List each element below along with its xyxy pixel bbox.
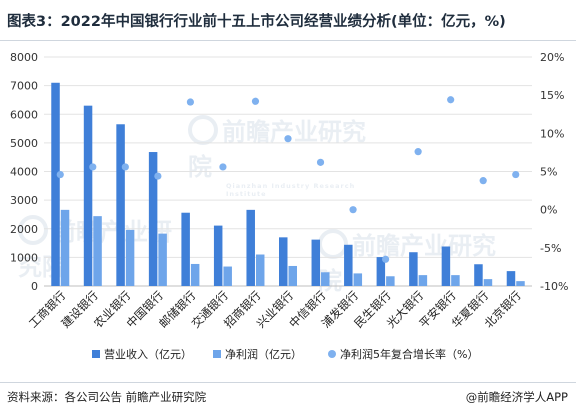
bar-revenue xyxy=(441,246,451,286)
point-profit-cagr xyxy=(382,255,390,263)
bar-revenue xyxy=(83,105,93,286)
bar-net-profit xyxy=(158,233,167,286)
x-tick-label: 北京银行 xyxy=(481,288,523,330)
point-profit-cagr xyxy=(121,163,129,171)
y-right-tick-label: 20% xyxy=(540,51,564,64)
y-left-tick-label: 5000 xyxy=(10,137,38,150)
y-right-tick-label: 10% xyxy=(540,127,564,140)
bar-revenue xyxy=(409,252,418,286)
point-profit-cagr xyxy=(56,170,64,179)
y-left-tick-label: 2000 xyxy=(10,223,38,236)
bar-net-profit xyxy=(516,281,525,286)
y-right-tick-label: -5% xyxy=(540,242,561,255)
point-profit-cagr xyxy=(414,148,422,156)
y-right-tick-label: 0% xyxy=(540,204,557,217)
bar-revenue xyxy=(311,239,321,286)
bar-net-profit xyxy=(190,263,200,286)
point-profit-cagr xyxy=(447,96,455,104)
legend-label: 营业收入（亿元） xyxy=(104,347,192,361)
y-left-tick-label: 4000 xyxy=(10,166,38,179)
bar-net-profit xyxy=(223,266,232,286)
y-left-tick-label: 3000 xyxy=(10,194,38,207)
point-profit-cagr xyxy=(89,163,97,171)
bar-net-profit xyxy=(288,265,297,286)
combo-chart: 0 1000 2000 3000 4000 5000 6000 7000 8000 -10% -5%… xyxy=(10,51,568,361)
bar-net-profit xyxy=(321,272,330,286)
legend-swatch xyxy=(92,350,100,358)
y-left-tick-label: 0 xyxy=(31,280,38,293)
bar-revenue xyxy=(246,209,255,286)
point-profit-cagr xyxy=(186,98,194,106)
bar-net-profit xyxy=(125,229,135,286)
point-profit-cagr xyxy=(284,135,292,143)
bar-net-profit xyxy=(353,273,363,286)
point-profit-cagr xyxy=(154,172,162,180)
bar-net-profit xyxy=(418,275,428,286)
bar-revenue xyxy=(181,212,190,286)
chart-title: 图表3：2022年中国银行行业前十五上市公司经营业绩分析(单位：亿元，%) xyxy=(7,14,506,30)
bar-net-profit xyxy=(255,254,265,286)
footer-divider xyxy=(0,382,576,383)
bar-net-profit xyxy=(386,276,395,286)
bar-revenue xyxy=(51,82,60,286)
bar-revenue xyxy=(279,237,288,286)
bar-revenue xyxy=(148,152,158,286)
title-divider xyxy=(0,40,576,41)
point-profit-cagr xyxy=(219,163,227,171)
bar-revenue xyxy=(376,257,386,286)
bar-revenue xyxy=(116,124,125,286)
legend-swatch xyxy=(328,350,336,358)
legend-swatch xyxy=(213,350,221,358)
bar-revenue xyxy=(213,225,223,286)
bar-revenue xyxy=(506,271,516,286)
y-left-tick-label: 7000 xyxy=(10,80,38,93)
legend-label: 净利润（亿元） xyxy=(225,347,302,361)
point-profit-cagr xyxy=(479,177,487,185)
legend-label: 净利润5年复合增长率（%） xyxy=(340,347,478,361)
point-profit-cagr xyxy=(512,170,520,179)
bar-revenue xyxy=(474,264,483,286)
point-profit-cagr xyxy=(349,206,357,214)
y-left-tick-label: 8000 xyxy=(10,51,38,64)
brand-credit: @前瞻经济学人APP xyxy=(465,390,568,404)
y-left-tick-label: 1000 xyxy=(10,251,38,264)
source-note: 资料来源：各公司公告 前瞻产业研究院 xyxy=(7,390,207,404)
bar-net-profit xyxy=(93,216,102,286)
bar-revenue xyxy=(344,244,353,286)
point-profit-cagr xyxy=(251,97,260,105)
y-right-tick-label: -10% xyxy=(540,280,568,293)
bar-net-profit xyxy=(451,275,460,286)
point-profit-cagr xyxy=(316,158,325,166)
y-right-tick-label: 5% xyxy=(540,166,557,179)
bar-net-profit xyxy=(483,279,493,286)
y-right-tick-label: 15% xyxy=(540,89,564,102)
bar-net-profit xyxy=(60,209,70,286)
y-left-tick-label: 6000 xyxy=(10,108,38,121)
